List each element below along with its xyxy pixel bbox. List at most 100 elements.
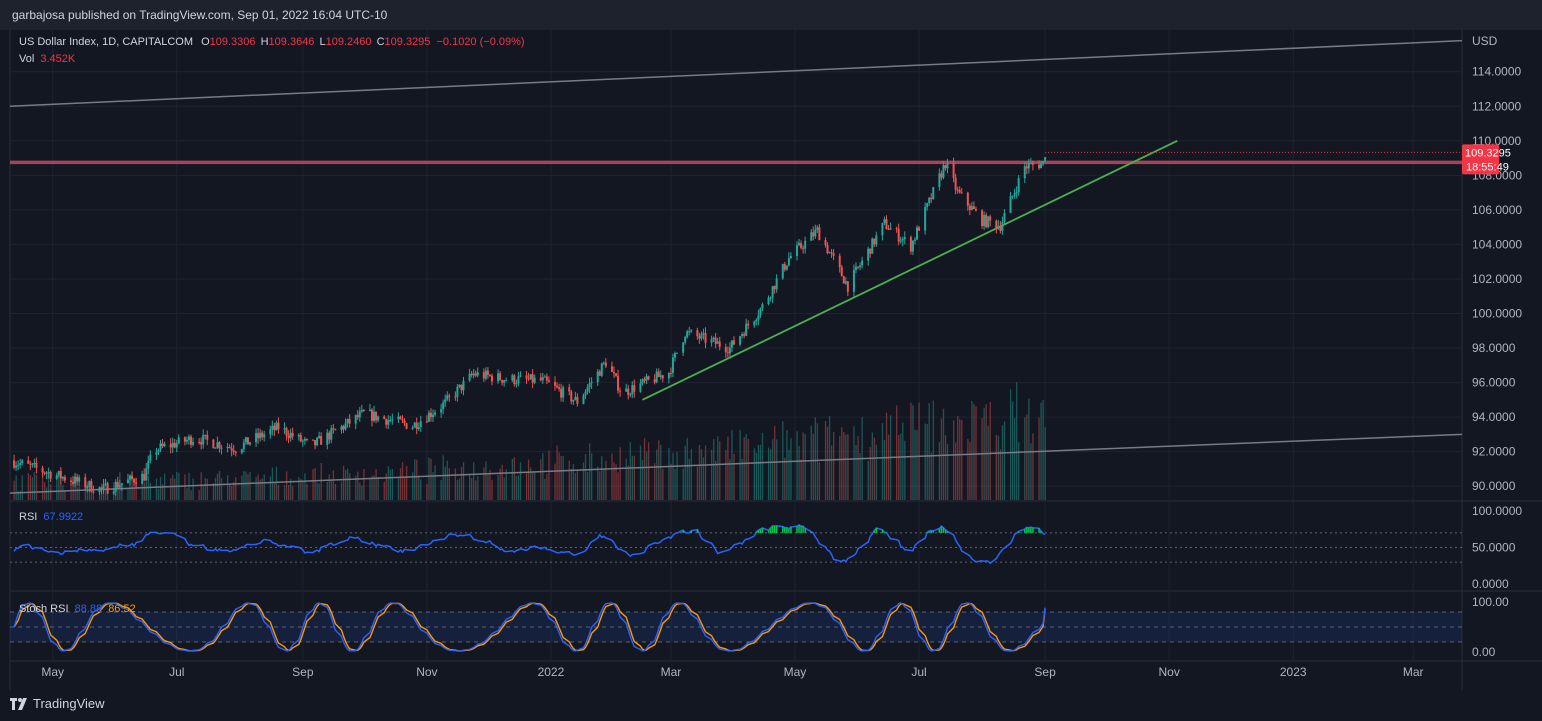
price-tick-label: 90.0000 xyxy=(1472,479,1516,493)
candle-body xyxy=(332,428,335,430)
volume-bar xyxy=(729,459,731,500)
volume-bar xyxy=(320,462,322,500)
volume-legend[interactable]: Vol 3.452K xyxy=(19,53,75,65)
volume-bar xyxy=(633,455,636,500)
volume-bar xyxy=(511,458,514,500)
volume-bar xyxy=(170,478,172,500)
stoch-legend[interactable]: Stoch RSI 88.88 86.52 xyxy=(19,603,136,615)
volume-bar xyxy=(277,484,280,500)
volume-bar xyxy=(412,472,414,500)
rising-support-line[interactable] xyxy=(642,139,1178,401)
candle-body xyxy=(271,425,274,430)
volume-bar xyxy=(698,444,701,500)
volume-bar xyxy=(741,458,743,500)
candle-body xyxy=(488,374,491,376)
volume-bar xyxy=(645,451,648,500)
volume-bar xyxy=(658,440,660,500)
volume-bar xyxy=(971,401,973,500)
candle-body xyxy=(828,252,831,254)
channel-upper-line[interactable] xyxy=(9,39,1463,108)
volume-bar xyxy=(710,449,713,500)
footer-bar xyxy=(0,690,1542,721)
volume-bar xyxy=(330,479,333,500)
volume-bar xyxy=(1024,417,1026,500)
candle-body xyxy=(114,482,117,492)
candle-body xyxy=(659,375,662,377)
volume-bar xyxy=(271,467,274,500)
candle-body xyxy=(1027,163,1030,169)
candle-body xyxy=(928,197,931,204)
volume-bar xyxy=(873,437,875,500)
volume-bar xyxy=(41,472,44,500)
candle-body xyxy=(204,434,207,436)
volume-bar xyxy=(871,432,873,500)
candle-body xyxy=(612,371,615,374)
volume-bar xyxy=(914,429,916,500)
volume-bar xyxy=(676,452,678,500)
candle-body xyxy=(192,442,195,445)
stoch-k-line[interactable] xyxy=(13,602,1046,652)
volume-bar xyxy=(654,463,656,500)
volume-bar xyxy=(92,489,95,500)
rsi-line[interactable] xyxy=(13,524,1046,565)
volume-bar xyxy=(1026,414,1028,500)
chart-svg[interactable]: USD114.0000112.0000110.0000108.0000106.0… xyxy=(0,0,1542,690)
candle-body xyxy=(785,265,788,270)
candle-body xyxy=(13,460,16,468)
candle-body xyxy=(344,423,347,430)
volume-bar xyxy=(121,483,123,500)
volume-bar xyxy=(554,463,556,500)
volume-bar xyxy=(133,485,135,500)
candle-body xyxy=(631,385,634,395)
candle-body xyxy=(686,331,689,338)
volume-bar xyxy=(261,478,263,500)
candle-body xyxy=(617,375,620,391)
close-value: 109.3295 xyxy=(384,36,431,48)
volume-bar xyxy=(306,483,308,500)
volume-bar xyxy=(985,404,987,500)
channel-lower-line[interactable] xyxy=(9,433,1463,494)
volume-bar xyxy=(532,471,534,500)
candle-body xyxy=(177,437,180,444)
stoch-k-value: 88.88 xyxy=(74,603,103,615)
candle-body xyxy=(1003,213,1006,223)
volume-bar xyxy=(397,476,400,500)
candle-body xyxy=(76,476,79,482)
volume-bar xyxy=(881,423,884,500)
publish-bar: garbajosa published on TradingView.com, … xyxy=(0,0,1542,30)
volume-bar xyxy=(485,461,487,500)
volume-bar xyxy=(497,474,499,500)
candle-body xyxy=(832,253,835,256)
volume-bar xyxy=(755,452,758,500)
volume-bar xyxy=(786,430,788,500)
price-tick-label: 106.0000 xyxy=(1472,203,1522,217)
volume-bar xyxy=(910,402,912,500)
publisher-text: garbajosa published on TradingView.com, … xyxy=(12,8,388,22)
volume-bar xyxy=(812,433,814,500)
price-badge[interactable] xyxy=(1462,144,1499,175)
candle-body xyxy=(924,206,927,231)
candle-body xyxy=(387,420,390,425)
rsi-legend[interactable]: RSI 67.9922 xyxy=(19,511,83,523)
volume-bar xyxy=(800,459,802,500)
candle-body xyxy=(759,308,762,316)
ohlc-legend[interactable]: US Dollar Index, 1D, CAPITALCOM O109.330… xyxy=(19,36,525,48)
candle-body xyxy=(161,443,164,447)
candle-body xyxy=(413,422,416,428)
candle-body xyxy=(844,281,847,284)
candle-body xyxy=(956,189,959,191)
candle-body xyxy=(259,432,262,439)
candle-body xyxy=(887,228,890,230)
volume-bar xyxy=(434,465,436,500)
candle-body xyxy=(431,414,434,418)
high-label: H xyxy=(260,36,269,48)
candle-body xyxy=(771,286,774,298)
tradingview-brand[interactable]: TradingView xyxy=(10,696,105,711)
volume-bar xyxy=(696,466,699,500)
price-tick-label: 98.0000 xyxy=(1472,341,1516,355)
volume-bar xyxy=(247,474,249,500)
volume-bar xyxy=(784,457,786,500)
volume-bar xyxy=(460,466,463,500)
candle-body xyxy=(490,375,493,382)
candle-body xyxy=(454,396,457,398)
